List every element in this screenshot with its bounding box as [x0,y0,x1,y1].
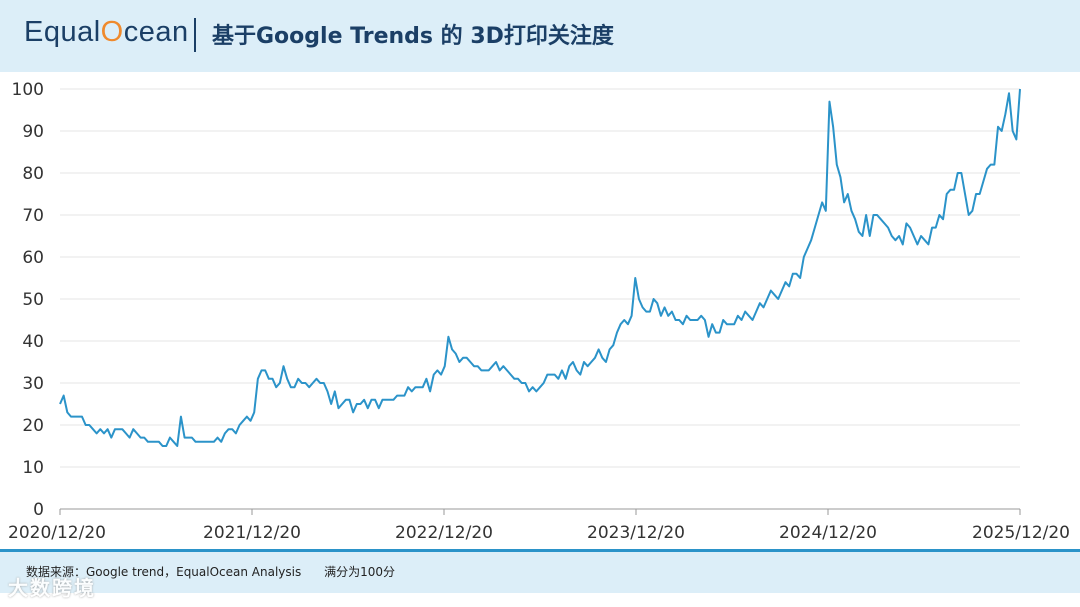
x-tick-label: 2024/12/20 [779,523,877,543]
y-axis-ticks: 0 10 20 30 40 50 60 70 80 90 100 [12,80,44,520]
y-tick-label: 40 [22,332,44,352]
page-title: 基于Google Trends 的 3D打印关注度 [212,24,614,49]
x-tick-label: 2021/12/20 [203,523,301,543]
data-source-note: 数据来源：Google trend，EqualOcean Analysis 满分… [26,565,396,579]
y-tick-label: 50 [22,290,44,310]
y-tick-label: 10 [22,458,44,478]
y-tick-label: 90 [22,122,44,142]
x-tick-label: 2020/12/20 [8,523,106,543]
series-line [59,88,1021,447]
y-tick-label: 20 [22,416,44,436]
y-tick-label: 30 [22,374,44,394]
footer-divider [0,549,1080,552]
x-tick-label: 2023/12/20 [587,523,685,543]
line-chart: 0 10 20 30 40 50 60 70 80 90 100 2020/12/20 2021/12… [8,80,1070,543]
x-tick-label: 2022/12/20 [395,523,493,543]
y-tick-label: 60 [22,248,44,268]
x-tick-label: 2025/12/20 [972,523,1070,543]
header-banner: EqualOcean 基于Google Trends 的 3D打印关注度 [0,0,1080,72]
footer-banner: 数据来源：Google trend，EqualOcean Analysis 满分… [0,552,1080,593]
title-divider [194,18,196,52]
grid-lines [60,88,1020,468]
y-tick-label: 100 [12,80,44,100]
x-axis-ticks: 2020/12/20 2021/12/20 2022/12/20 2023/12/20… [8,509,1070,543]
y-tick-label: 80 [22,164,44,184]
y-tick-label: 0 [33,500,44,520]
watermark-logo: 大数跨境 [8,576,96,600]
equalocean-logo: EqualOcean [24,16,189,48]
y-tick-label: 70 [22,206,44,226]
